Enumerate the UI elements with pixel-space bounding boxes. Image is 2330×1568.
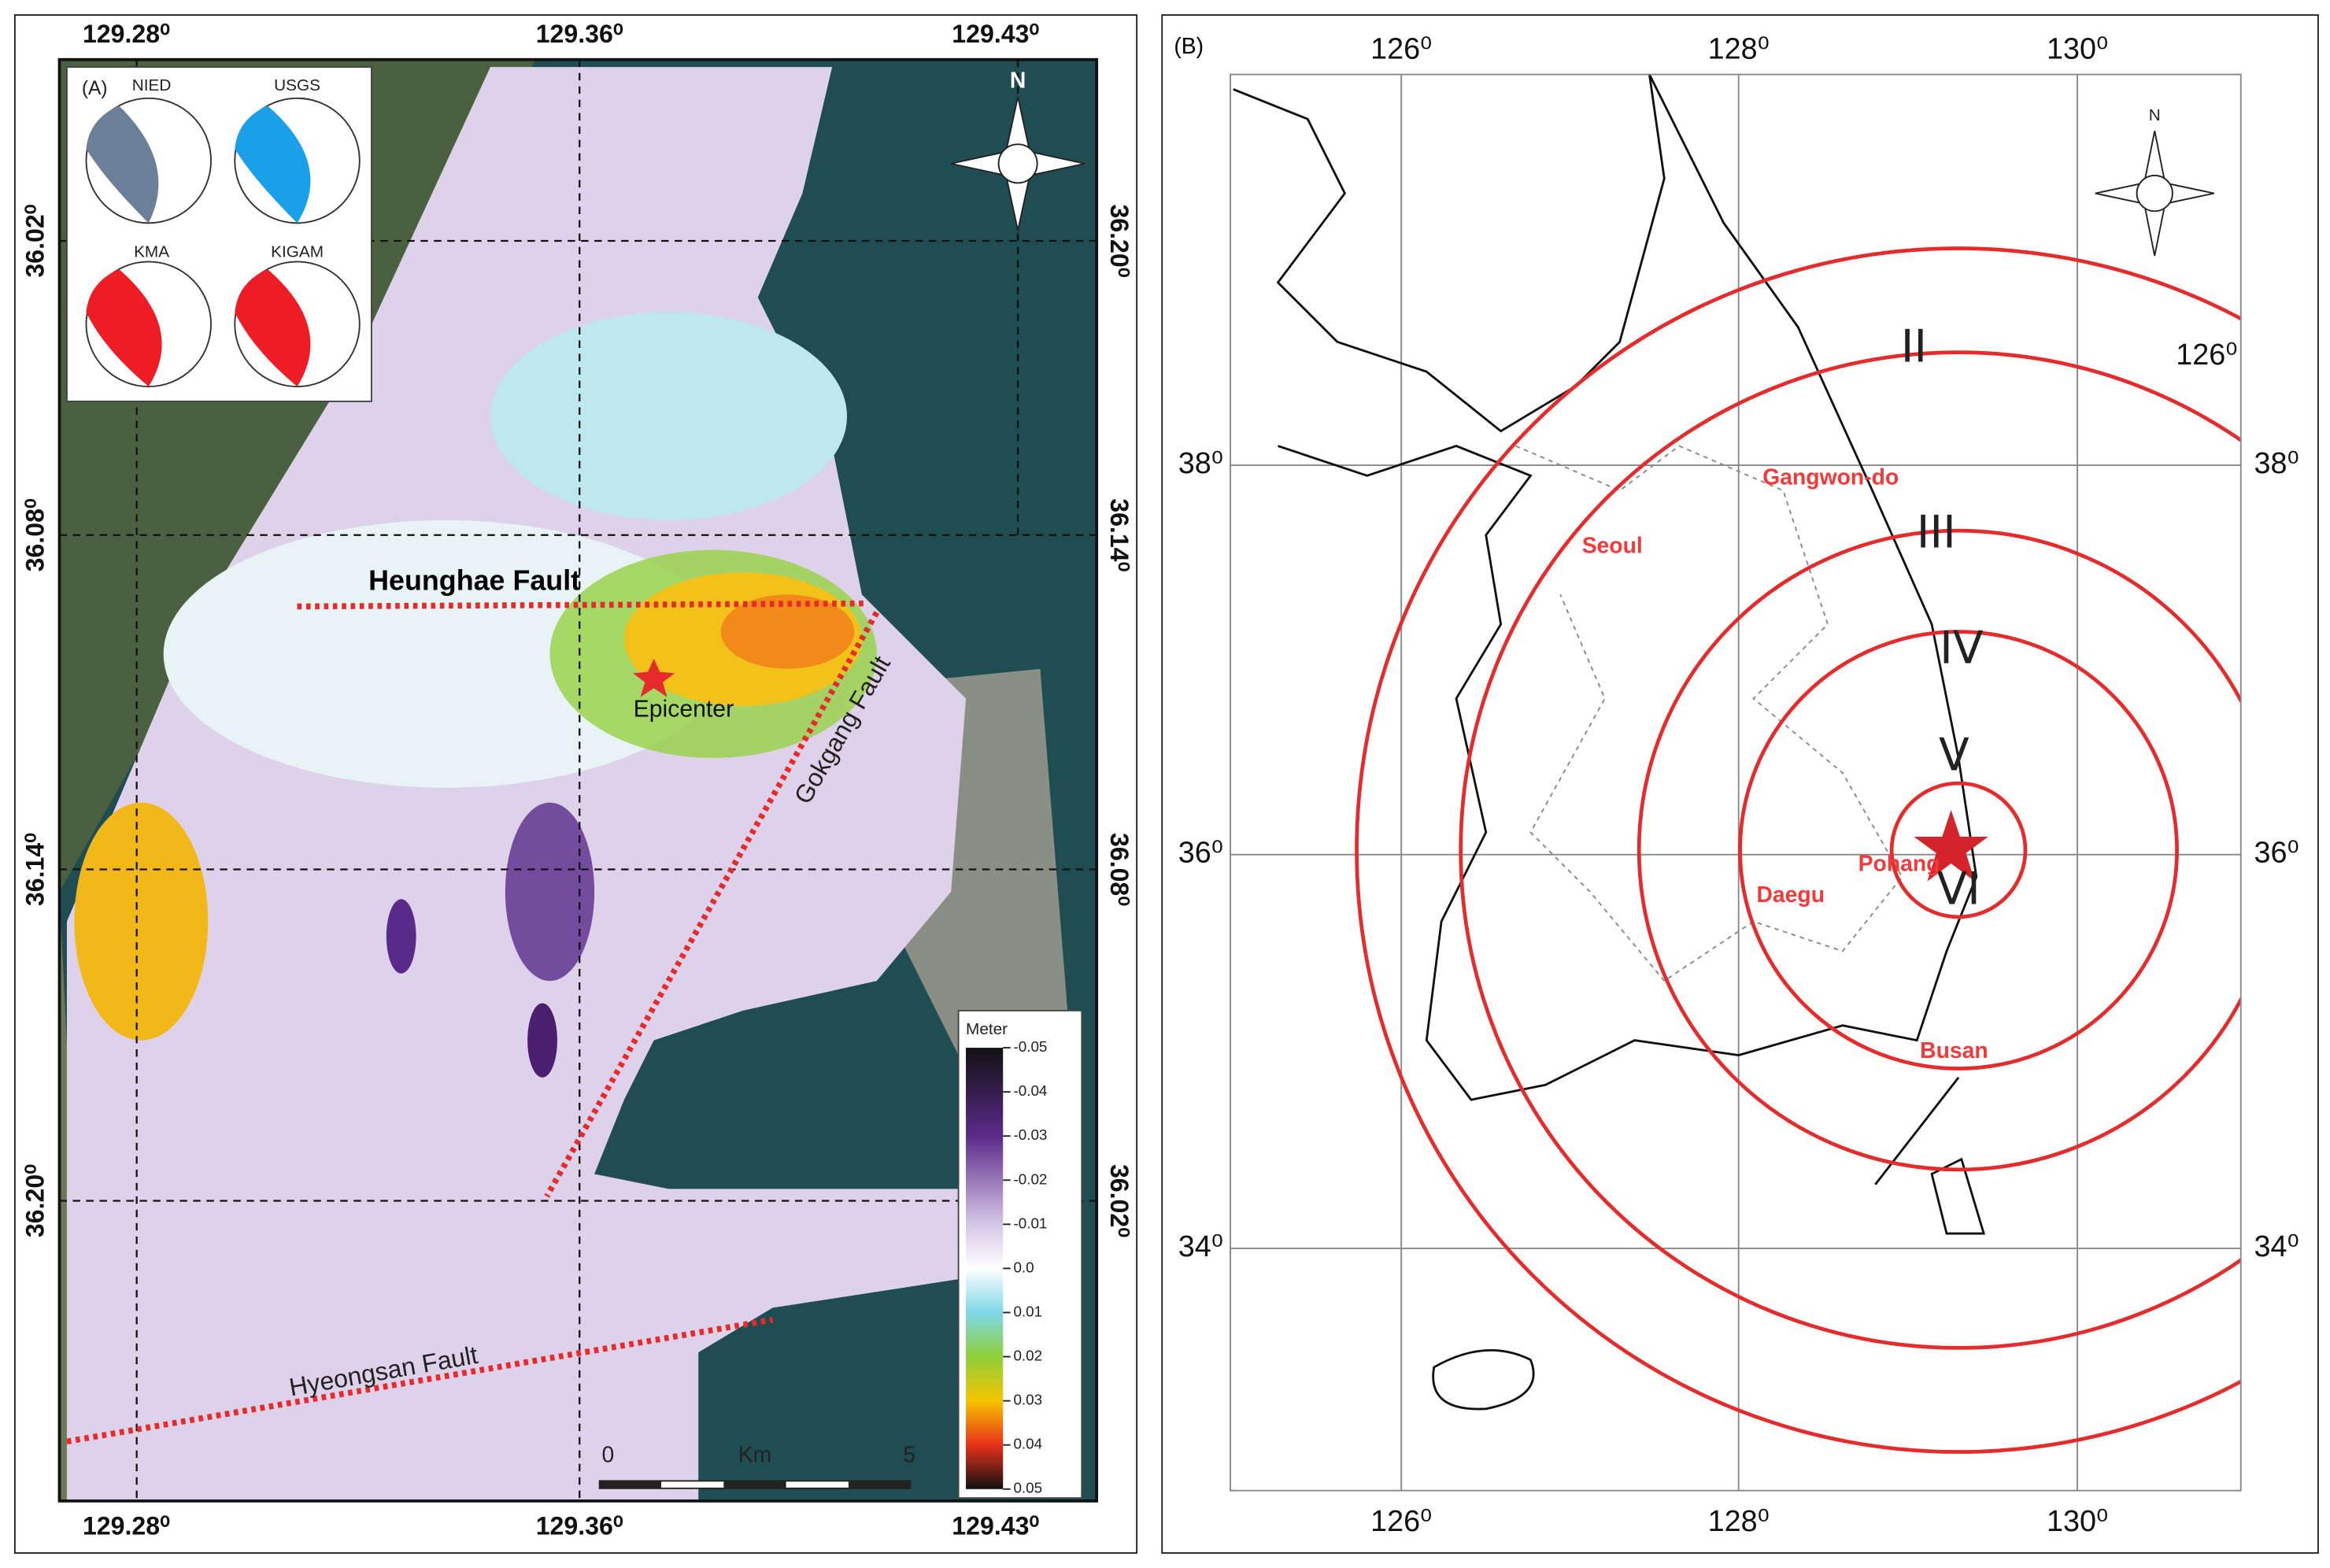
- epicenter-label: Epicenter: [634, 697, 734, 723]
- colorbar: [966, 1048, 1004, 1489]
- right-label: 36.14⁰: [1105, 498, 1134, 571]
- intensity-label: IV: [1940, 623, 1984, 675]
- north-label: N: [1010, 68, 1026, 93]
- intensity-label: V: [1939, 730, 1969, 782]
- city-label: Busan: [1920, 1037, 1988, 1063]
- city-label: Gangwon-do: [1762, 464, 1899, 490]
- top-label: 129.43⁰: [952, 20, 1039, 48]
- bottom-label: 130⁰: [2047, 1504, 2108, 1537]
- left-label: 38⁰: [1178, 446, 1223, 479]
- north-label: N: [2149, 106, 2161, 124]
- colorbar-tick-label: 0.0: [1013, 1259, 1034, 1275]
- right-label: 36.08⁰: [1105, 833, 1134, 906]
- top-label: 129.28⁰: [83, 20, 170, 48]
- bottom-label: 126⁰: [1370, 1504, 1432, 1537]
- scale-label: Km: [738, 1442, 771, 1467]
- colorbar-tick-label: 0.03: [1013, 1392, 1042, 1408]
- left-label: 34⁰: [1178, 1230, 1223, 1263]
- faults: [66, 600, 880, 1445]
- colorbar-tick-label: -0.05: [1013, 1038, 1047, 1055]
- left-label: 36.20⁰: [21, 1164, 50, 1237]
- colorbar-tick-label: 0.01: [1013, 1303, 1042, 1319]
- north-arrow: N: [950, 68, 1085, 231]
- intensity-label: III: [1917, 506, 1956, 558]
- panel-label: (B): [1174, 33, 1204, 58]
- top-label: 128⁰: [1708, 31, 1770, 65]
- cities: Seoul Gangwon-do Daegu Pohang Busan: [1582, 464, 1988, 1063]
- left-label: 36.08⁰: [21, 498, 50, 571]
- fault-label: Heunghae Fault: [368, 565, 580, 597]
- colorbar-tick-label: -0.01: [1013, 1215, 1047, 1231]
- city-label: Pohang: [1858, 850, 1940, 875]
- colorbar-tick-label: -0.02: [1013, 1170, 1047, 1187]
- top-label: 126⁰: [1370, 31, 1432, 65]
- left-label: 36.02⁰: [21, 204, 50, 277]
- city-label: Seoul: [1582, 532, 1643, 557]
- mechanism-label: KMA: [134, 243, 169, 261]
- right-label: 38⁰: [2254, 446, 2299, 479]
- right-label: 36⁰: [2254, 836, 2299, 869]
- colorbar-tick-label: -0.03: [1013, 1126, 1047, 1143]
- right-label: 36.02⁰: [1105, 1164, 1134, 1237]
- right-label: 34⁰: [2254, 1230, 2299, 1263]
- intensity-labels: II III IV V VI: [1901, 320, 1984, 915]
- colorbar-tick-label: 0.05: [1013, 1480, 1042, 1496]
- bottom-label: 128⁰: [1708, 1504, 1770, 1537]
- intensity-label: II: [1901, 320, 1927, 372]
- colorbar-tick-label: 0.02: [1013, 1348, 1042, 1364]
- right-label: 36.20⁰: [1105, 204, 1134, 277]
- bottom-label: 129.28⁰: [83, 1511, 170, 1540]
- scale-label: 5: [903, 1442, 915, 1467]
- colorbar-tick-label: 0.04: [1013, 1436, 1042, 1452]
- scale-label: 0: [602, 1442, 615, 1467]
- mechanism-label: KIGAM: [271, 243, 324, 261]
- panel-b-map: [1230, 74, 2241, 1491]
- epicenter-star: [1914, 810, 1988, 882]
- mechanism-label: USGS: [274, 76, 320, 94]
- city-label: Daegu: [1757, 882, 1825, 907]
- left-label: 36.14⁰: [21, 833, 50, 906]
- bottom-label: 129.36⁰: [536, 1511, 623, 1540]
- panel-label: (A): [82, 78, 108, 99]
- north-arrow: N: [2095, 106, 2214, 257]
- bottom-label: 129.43⁰: [952, 1511, 1039, 1540]
- top-label: 129.36⁰: [536, 20, 623, 48]
- scalebar: 0 Km 5: [598, 1442, 915, 1489]
- colorbar-tick-label: -0.04: [1013, 1082, 1047, 1099]
- intensity-rings: [1355, 246, 2241, 1454]
- mechanisms: NIED USGS KMA KIGAM: [85, 76, 361, 387]
- left-label: 36⁰: [1178, 836, 1223, 869]
- ring-label: 126⁰: [2176, 338, 2237, 371]
- intensity-label: VI: [1936, 863, 1980, 915]
- top-label: 130⁰: [2047, 31, 2108, 65]
- mechanism-label: NIED: [132, 76, 172, 94]
- colorbar-title: Meter: [966, 1020, 1008, 1038]
- epicenter-star: [633, 658, 675, 697]
